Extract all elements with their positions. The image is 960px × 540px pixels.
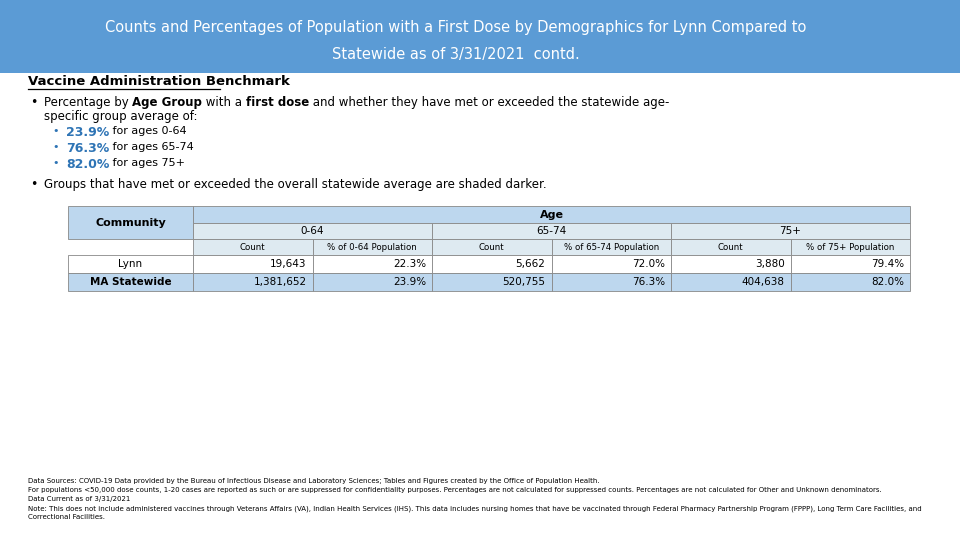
Text: Count: Count [479, 242, 505, 252]
Bar [68, 255, 193, 273]
Bar [790, 273, 910, 291]
Bar [432, 239, 551, 255]
Bar [313, 239, 432, 255]
Text: Statewide as of 3/31/2021  contd.: Statewide as of 3/31/2021 contd. [332, 47, 580, 62]
Text: for ages 0-64: for ages 0-64 [109, 126, 187, 136]
Bar [313, 255, 432, 273]
Text: •: • [30, 96, 37, 109]
Text: Data Sources: COVID-19 Data provided by the Bureau of Infectious Disease and Lab: Data Sources: COVID-19 Data provided by … [28, 478, 600, 484]
Text: MA Statewide: MA Statewide [89, 277, 171, 287]
Text: Vaccine Administration Benchmark: Vaccine Administration Benchmark [28, 75, 290, 88]
Text: % of 65-74 Population: % of 65-74 Population [564, 242, 659, 252]
Text: 76.3%: 76.3% [632, 277, 665, 287]
Text: for ages 65-74: for ages 65-74 [109, 142, 194, 152]
Text: Correctional Facilities.: Correctional Facilities. [28, 514, 105, 520]
Text: 3,880: 3,880 [755, 259, 784, 269]
Text: Groups that have met or exceeded the overall statewide average are shaded darker: Groups that have met or exceeded the ove… [44, 178, 546, 191]
Text: Age Group: Age Group [132, 96, 203, 109]
Bar [671, 239, 790, 255]
Bar [790, 239, 910, 255]
Bar [790, 255, 910, 273]
Text: Percentage by: Percentage by [44, 96, 132, 109]
Text: for ages 75+: for ages 75+ [109, 158, 185, 168]
Text: 76.3%: 76.3% [66, 142, 109, 155]
Bar [313, 273, 432, 291]
Bar [432, 223, 671, 239]
Text: specific group average of:: specific group average of: [44, 110, 198, 123]
Text: 0-64: 0-64 [300, 226, 324, 236]
Text: •: • [52, 126, 59, 136]
Text: •: • [30, 178, 37, 191]
Bar [68, 273, 193, 291]
Text: 404,638: 404,638 [741, 277, 784, 287]
Text: 5,662: 5,662 [516, 259, 545, 269]
Text: 1,381,652: 1,381,652 [253, 277, 306, 287]
Text: first dose: first dose [246, 96, 309, 109]
Text: 65-74: 65-74 [537, 226, 566, 236]
Text: with a: with a [203, 96, 246, 109]
Bar [432, 255, 551, 273]
Bar [671, 255, 790, 273]
Bar [193, 239, 313, 255]
Text: 79.4%: 79.4% [871, 259, 904, 269]
Text: Note: This does not include administered vaccines through Veterans Affairs (VA),: Note: This does not include administered… [28, 505, 922, 511]
Bar [68, 206, 193, 239]
Bar [193, 223, 432, 239]
Text: 82.0%: 82.0% [871, 277, 904, 287]
Bar [193, 255, 313, 273]
Text: •: • [52, 158, 59, 168]
Text: Count: Count [240, 242, 266, 252]
Text: 23.9%: 23.9% [393, 277, 426, 287]
Bar [193, 273, 313, 291]
Text: % of 75+ Population: % of 75+ Population [806, 242, 895, 252]
Bar [551, 255, 671, 273]
Text: Community: Community [95, 218, 166, 227]
Text: Counts and Percentages of Population with a First Dose by Demographics for Lynn : Counts and Percentages of Population wit… [106, 20, 806, 35]
Text: 72.0%: 72.0% [632, 259, 665, 269]
Text: and whether they have met or exceeded the statewide age-: and whether they have met or exceeded th… [309, 96, 670, 109]
Text: For populations <50,000 dose counts, 1-20 cases are reported as such or are supp: For populations <50,000 dose counts, 1-2… [28, 487, 881, 493]
Bar [671, 223, 910, 239]
Text: 520,755: 520,755 [502, 277, 545, 287]
Bar [193, 206, 910, 223]
Text: 19,643: 19,643 [270, 259, 306, 269]
Text: Data Current as of 3/31/2021: Data Current as of 3/31/2021 [28, 496, 131, 502]
Text: Age: Age [540, 210, 564, 219]
Text: Lynn: Lynn [118, 259, 143, 269]
Text: Count: Count [718, 242, 744, 252]
Bar [551, 239, 671, 255]
Text: % of 0-64 Population: % of 0-64 Population [327, 242, 418, 252]
Text: 75+: 75+ [780, 226, 802, 236]
Bar [432, 273, 551, 291]
Text: 23.9%: 23.9% [66, 126, 109, 139]
Text: •: • [52, 142, 59, 152]
Bar [671, 273, 790, 291]
Text: 82.0%: 82.0% [66, 158, 109, 171]
Bar [551, 273, 671, 291]
Text: 22.3%: 22.3% [393, 259, 426, 269]
